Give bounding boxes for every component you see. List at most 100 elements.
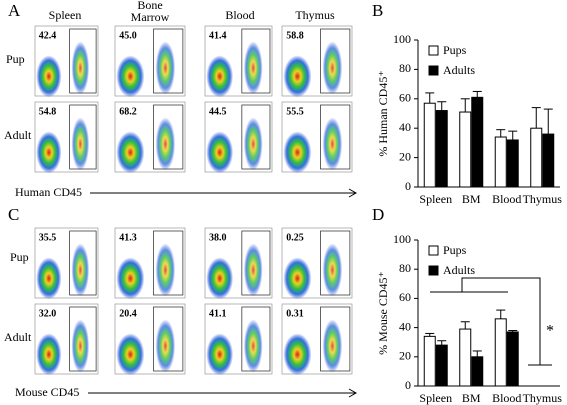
- density: [155, 117, 176, 171]
- gate-value: 54.8: [39, 106, 57, 117]
- bar: [542, 133, 555, 188]
- density: [71, 117, 90, 171]
- bar: [423, 102, 436, 188]
- gate: [153, 306, 184, 372]
- arrow-head: [348, 388, 358, 398]
- density: [116, 333, 145, 376]
- y-tick-label: 60: [399, 290, 411, 304]
- arrow-head: [348, 188, 358, 198]
- density: [155, 243, 176, 297]
- y-tick-label: 0: [405, 179, 411, 193]
- y-tick-label: 80: [399, 61, 411, 75]
- bar: [471, 356, 484, 387]
- y-tick-label: 20: [399, 149, 411, 163]
- density: [206, 55, 234, 98]
- legend-label: Pups: [443, 243, 467, 257]
- gate: [241, 230, 271, 296]
- legend-label: Pups: [443, 43, 467, 57]
- gate-value: 0.25: [286, 232, 304, 243]
- gate: [241, 306, 271, 372]
- gate: [320, 306, 351, 372]
- density: [283, 55, 312, 98]
- y-tick-label: 40: [399, 120, 411, 134]
- density: [206, 333, 234, 376]
- bar: [471, 96, 484, 188]
- density: [283, 131, 312, 174]
- bar: [530, 127, 543, 188]
- gate: [69, 28, 97, 94]
- density: [116, 257, 145, 300]
- bar: [459, 111, 472, 188]
- legend-swatch: [428, 265, 439, 276]
- x-tick-label: Spleen: [419, 391, 452, 405]
- density: [243, 243, 263, 297]
- axis-label: Mouse CD45: [15, 385, 79, 399]
- gate-value: 32.0: [39, 308, 57, 319]
- bar: [506, 331, 519, 387]
- density: [206, 257, 234, 300]
- axis-label: Human CD45: [15, 185, 82, 199]
- density: [36, 131, 62, 174]
- gate: [241, 104, 271, 170]
- gate-value: 44.5: [209, 106, 227, 117]
- legend-swatch: [428, 45, 439, 56]
- row-label: Adult: [4, 128, 32, 142]
- annotation: *: [546, 323, 554, 340]
- bar: [494, 136, 507, 188]
- gate-value: 55.5: [286, 106, 304, 117]
- gate: [69, 104, 97, 170]
- x-tick-label: BM: [462, 391, 481, 405]
- gate-value: 58.8: [286, 30, 304, 41]
- x-tick-label: Blood: [492, 391, 521, 405]
- y-tick-label: 100: [393, 32, 411, 46]
- gate: [241, 28, 271, 94]
- y-tick-label: 40: [399, 319, 411, 333]
- panel-label: B: [372, 1, 383, 20]
- density: [155, 319, 176, 373]
- density: [243, 319, 263, 373]
- row-label: Pup: [6, 52, 25, 66]
- gate-value: 20.4: [119, 308, 137, 319]
- gate-value: 42.4: [39, 30, 57, 41]
- density: [71, 319, 90, 373]
- legend-label: Adults: [443, 63, 475, 77]
- gate-value: 38.0: [209, 232, 227, 243]
- density: [283, 333, 312, 376]
- gate-value: 68.2: [119, 106, 137, 117]
- density: [206, 131, 234, 174]
- legend-swatch: [428, 245, 439, 256]
- column-label: Blood: [225, 8, 254, 22]
- bar: [435, 110, 448, 188]
- panel-label: A: [8, 1, 21, 20]
- y-tick-label: 60: [399, 91, 411, 105]
- density: [243, 117, 263, 171]
- bar: [459, 328, 472, 387]
- x-tick-label: BM: [462, 192, 481, 206]
- density: [36, 257, 62, 300]
- panel-label: D: [372, 205, 384, 224]
- density: [322, 243, 343, 297]
- y-tick-label: 80: [399, 261, 411, 275]
- bar: [494, 318, 507, 387]
- gate: [153, 28, 184, 94]
- density: [322, 41, 343, 95]
- column-label: Thymus: [295, 8, 335, 22]
- y-axis-label: % Mouse CD45⁺: [376, 271, 390, 355]
- column-label: Spleen: [49, 8, 82, 22]
- y-tick-label: 0: [405, 378, 411, 392]
- density: [243, 41, 263, 95]
- gate-value: 45.0: [119, 30, 137, 41]
- y-axis-label: % Human CD45⁺: [376, 70, 390, 156]
- row-label: Pup: [10, 250, 29, 264]
- gate-value: 41.4: [209, 30, 227, 41]
- density: [36, 55, 62, 98]
- gate: [69, 306, 97, 372]
- gate: [320, 28, 351, 94]
- bar: [435, 344, 448, 387]
- x-tick-label: Spleen: [419, 192, 452, 206]
- gate-value: 35.5: [39, 232, 57, 243]
- x-tick-label: Blood: [492, 192, 521, 206]
- density: [116, 131, 145, 174]
